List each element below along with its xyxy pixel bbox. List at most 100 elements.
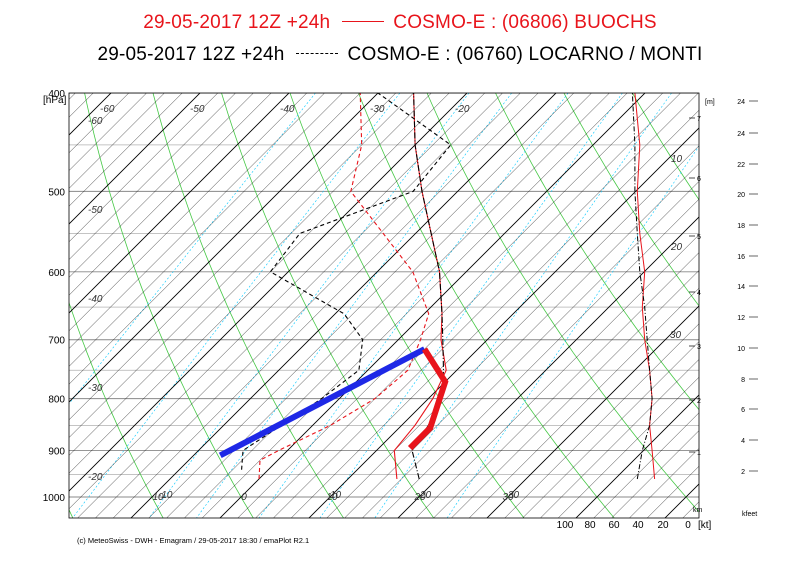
dry-adiabat: [563, 93, 699, 307]
isotherm-line: [308, 127, 699, 518]
title-locarno-run: 29-05-2017 12Z +24h: [97, 44, 285, 65]
wind-speed-tick-label: 100: [557, 520, 574, 531]
isotherm-label: -10: [158, 490, 173, 501]
isotherm-line: [69, 93, 147, 171]
isotherm-line: [732, 70, 800, 522]
isotherm-label: -60: [100, 104, 115, 115]
temp-tick-label: 10: [326, 492, 338, 503]
plot-frame: [68, 92, 700, 519]
blue-overlay: [218, 346, 426, 459]
isotherm-line: [69, 93, 308, 332]
temp-tick-label: 10: [152, 492, 164, 503]
wind-speed-axis-label: [kt]: [698, 520, 712, 531]
isotherm-line: [112, 93, 539, 518]
temp-tick-label: 0: [241, 492, 247, 503]
isotherm-line: [69, 93, 343, 367]
isotherm-label: -60: [88, 116, 103, 127]
isotherm-line: [362, 181, 699, 518]
isotherm-line: [69, 93, 468, 492]
wind-profile-buochs: [634, 93, 656, 480]
isotherm-line: [451, 270, 699, 518]
title-locarno: 29-05-2017 12Z +24h COSMO-E : (06760) LO…: [0, 44, 800, 66]
kfeet-tick-label: 4: [741, 438, 745, 445]
kfeet-tick-label: 10: [737, 346, 745, 353]
dry-adiabat: [69, 301, 164, 518]
wind-speed-tick-label: 80: [584, 520, 596, 531]
kfeet-top-label: 24: [737, 99, 745, 106]
isotherm-line: [69, 93, 183, 207]
isotherm-line: [593, 412, 699, 518]
title-buochs-station: COSMO-E : (06806) BUOCHS: [393, 12, 657, 33]
km-tick-label: 1: [697, 450, 701, 457]
overlay-layer: [218, 346, 449, 459]
mixing-ratio-line: [374, 93, 672, 518]
isotherm-line: [273, 93, 699, 518]
isotherm-line: [69, 93, 486, 510]
pressure-tick-label: 400: [48, 89, 65, 100]
isotherm-line: [69, 93, 325, 349]
isotach-label: 30: [670, 330, 682, 341]
isotherm-line: [69, 93, 201, 225]
isotherm-label: -30: [88, 383, 103, 394]
isotherm-line: [69, 93, 290, 314]
kfeet-tick-label: 22: [737, 162, 745, 169]
temp-tick-label: 20: [413, 492, 426, 503]
isotherm-line: [69, 93, 165, 189]
isotherm-label: -40: [280, 104, 295, 115]
wind-profile-locarno: [631, 93, 653, 480]
km-tick-label: 7: [697, 116, 701, 123]
dry-adiabat: [495, 93, 699, 411]
pressure-axis-label: [hPa]: [43, 95, 67, 106]
dry-adiabat: [152, 93, 345, 518]
isotherm-label: -50: [88, 205, 103, 216]
isotherm-line: [557, 376, 699, 518]
isotherm-line: [344, 163, 699, 518]
isotherm-line: [575, 394, 699, 518]
isotherm-line: [504, 323, 699, 518]
pressure-tick-label: 500: [48, 187, 65, 198]
pressure-tick-label: 600: [48, 268, 65, 279]
mixing-ratio-line: [319, 93, 623, 518]
kfeet-tick-label: 14: [737, 284, 745, 291]
profile-dewpoint-buochs: [258, 93, 430, 480]
wind-speed-tick-label: 60: [608, 520, 620, 531]
dry-adiabat: [631, 93, 699, 201]
isotherm-line: [69, 93, 236, 260]
legend-dashdot-line: [296, 53, 339, 55]
isotherm-label: -20: [455, 104, 470, 115]
isotherm-line: [95, 93, 521, 518]
isotherm-line: [69, 93, 397, 421]
isotherm-line: [696, 70, 800, 522]
footer-credit: (c) MeteoSwiss - DWH - Emagram / 29-05-2…: [77, 536, 310, 545]
kfeet-tick-label: 24: [737, 131, 745, 138]
isotherm-line: [522, 341, 699, 518]
isotherm-line: [749, 70, 800, 522]
isotherm-line: [201, 93, 628, 518]
mixing-ratio-line: [148, 93, 470, 518]
dry-adiabat: [755, 70, 800, 522]
isotherm-line: [379, 198, 699, 518]
km-tick-label: 4: [697, 290, 701, 297]
wind-speed-tick-label: 0: [685, 520, 691, 531]
isotherm-label: -30: [370, 104, 385, 115]
pressure-tick-label: 800: [48, 395, 65, 406]
isotherm-line: [69, 93, 361, 385]
kfeet-tick-label: 6: [741, 407, 745, 414]
isotherm-line: [415, 234, 699, 518]
isotherm-line: [714, 70, 800, 522]
pressure-tick-label: 900: [48, 447, 65, 458]
isotherm-line: [0, 70, 80, 522]
isotherm-line: [237, 93, 664, 518]
isotherm-label: 10: [330, 490, 342, 501]
isotherm-line: [611, 430, 699, 518]
dry-adiabat: [426, 93, 699, 513]
isotherm-line: [0, 70, 45, 522]
km-tick-label: 6: [697, 176, 701, 183]
isotherm-line: [433, 252, 699, 518]
kfeet-tick-label: 12: [737, 315, 745, 322]
isotherm-line: [540, 359, 699, 518]
isotherm-line: [69, 93, 450, 474]
isotherm-line: [255, 93, 681, 518]
wind-speed-tick-label: 40: [632, 520, 644, 531]
